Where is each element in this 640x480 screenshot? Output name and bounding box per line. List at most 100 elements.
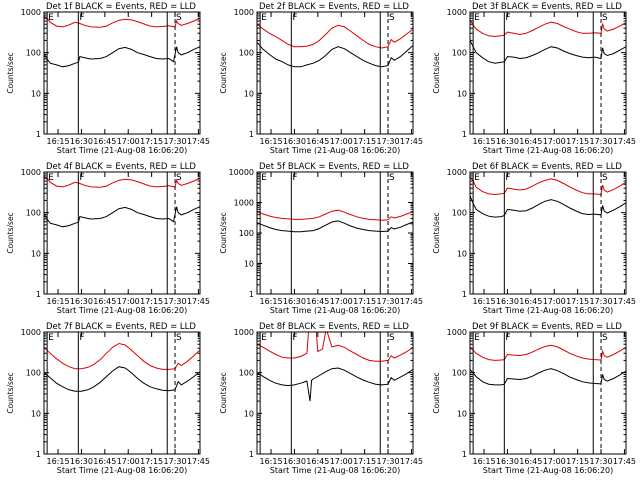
y-tick-label: 1 <box>462 290 467 299</box>
series-line-lld <box>257 209 413 221</box>
x-axis-label: Start Time (21-Aug-08 16:06:20) <box>270 306 401 315</box>
x-tick-label: 16:45 <box>93 297 116 306</box>
x-tick-label: 17:00 <box>117 457 140 466</box>
x-tick-label: 17:45 <box>400 457 423 466</box>
x-tick-label: 16:15 <box>473 297 496 306</box>
series-line-events <box>470 368 626 386</box>
y-axis-label: Counts/sec <box>219 372 228 413</box>
y-tick-label: 10 <box>31 249 41 258</box>
marker-label: F <box>79 333 84 343</box>
marker-label: E <box>474 333 480 343</box>
series-line-events <box>257 220 413 233</box>
x-tick-label: 16:30 <box>283 137 306 146</box>
y-tick-label: 100 <box>239 369 254 378</box>
x-tick-label: 17:30 <box>164 137 187 146</box>
x-tick-label: 17:30 <box>164 297 187 306</box>
y-axis-label: Counts/sec <box>432 212 441 253</box>
y-tick-label: 10 <box>31 89 41 98</box>
x-tick-label: 17:45 <box>613 137 636 146</box>
y-tick-label: 1000 <box>21 8 41 17</box>
marker-label: S <box>176 333 182 343</box>
x-tick-label: 16:30 <box>70 297 93 306</box>
chart-title: Det 4f BLACK = Events, RED = LLD <box>46 162 196 172</box>
marker-label: F <box>79 13 84 23</box>
marker-label: E <box>474 13 480 23</box>
chart-title: Det 9f BLACK = Events, RED = LLD <box>472 322 622 332</box>
marker-label: E <box>48 173 54 183</box>
y-tick-label: 100 <box>239 229 254 238</box>
chart-title: Det 5f BLACK = Events, RED = LLD <box>259 162 409 172</box>
x-tick-label: 17:00 <box>543 137 566 146</box>
x-tick-label: 16:30 <box>70 457 93 466</box>
marker-label: F <box>505 333 510 343</box>
y-tick-label: 10 <box>31 409 41 418</box>
x-tick-label: 17:30 <box>590 297 613 306</box>
x-tick-label: 16:30 <box>70 137 93 146</box>
marker-label: F <box>292 173 297 183</box>
plot-frame <box>256 11 414 135</box>
x-tick-label: 17:15 <box>353 137 376 146</box>
y-axis-label: Counts/sec <box>6 212 15 253</box>
x-tick-label: 17:45 <box>613 297 636 306</box>
y-tick-label: 1 <box>249 450 254 459</box>
x-tick-label: 17:30 <box>590 137 613 146</box>
chart-title: Det 6f BLACK = Events, RED = LLD <box>472 162 622 172</box>
marker-label: S <box>389 173 395 183</box>
marker-label: E <box>474 173 480 183</box>
marker-label: S <box>176 173 182 183</box>
marker-label: F <box>292 333 297 343</box>
y-tick-label: 10 <box>244 260 254 269</box>
plot-frame <box>469 171 627 295</box>
x-tick-label: 16:45 <box>519 457 542 466</box>
x-tick-label: 17:00 <box>117 137 140 146</box>
y-tick-label: 10 <box>457 409 467 418</box>
y-tick-label: 1 <box>36 290 41 299</box>
series-line-lld <box>44 342 200 370</box>
x-tick-label: 16:45 <box>519 137 542 146</box>
x-tick-label: 17:30 <box>164 457 187 466</box>
y-tick-label: 1 <box>462 450 467 459</box>
plot-frame <box>256 331 414 455</box>
plot-frame <box>256 171 414 295</box>
x-tick-label: 17:30 <box>590 457 613 466</box>
x-tick-label: 17:15 <box>566 297 589 306</box>
x-tick-label: 16:45 <box>519 297 542 306</box>
series-line-lld <box>44 16 200 28</box>
x-tick-label: 17:15 <box>140 137 163 146</box>
y-tick-label: 100 <box>26 49 41 58</box>
marker-label: S <box>389 13 395 23</box>
plot-frame <box>469 11 627 135</box>
y-tick-label: 100 <box>26 369 41 378</box>
marker-label: E <box>261 173 267 183</box>
x-tick-label: 16:15 <box>260 297 283 306</box>
x-tick-label: 17:45 <box>400 137 423 146</box>
x-tick-label: 17:00 <box>330 297 353 306</box>
x-tick-label: 17:15 <box>566 137 589 146</box>
x-tick-label: 17:30 <box>377 137 400 146</box>
x-tick-label: 17:15 <box>566 457 589 466</box>
y-tick-label: 1000 <box>21 168 41 177</box>
x-tick-label: 16:15 <box>473 137 496 146</box>
x-tick-label: 16:45 <box>306 137 329 146</box>
chart-title: Det 8f BLACK = Events, RED = LLD <box>259 322 409 332</box>
series-line-lld <box>470 344 626 361</box>
x-tick-label: 16:30 <box>496 297 519 306</box>
x-axis-label: Start Time (21-Aug-08 16:06:20) <box>57 466 188 475</box>
x-tick-label: 16:30 <box>496 457 519 466</box>
x-tick-label: 16:45 <box>93 137 116 146</box>
series-line-events <box>44 366 200 392</box>
x-tick-label: 16:45 <box>306 457 329 466</box>
x-tick-label: 16:15 <box>47 457 70 466</box>
y-tick-label: 1 <box>36 130 41 139</box>
x-tick-label: 17:00 <box>117 297 140 306</box>
x-tick-label: 16:30 <box>283 457 306 466</box>
x-tick-label: 17:15 <box>140 297 163 306</box>
plot-frame <box>43 11 201 135</box>
x-axis-label: Start Time (21-Aug-08 16:06:20) <box>483 146 614 155</box>
marker-label: E <box>48 13 54 23</box>
